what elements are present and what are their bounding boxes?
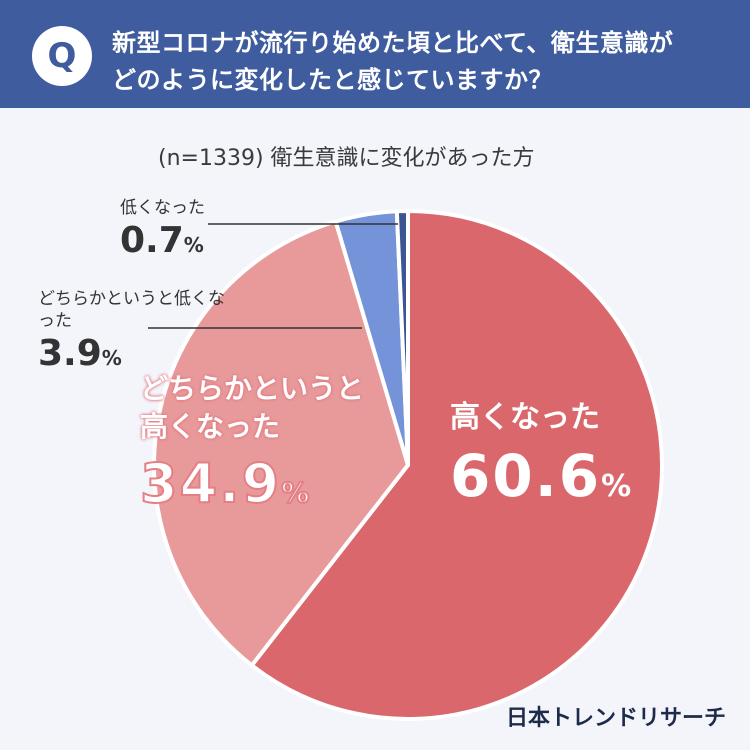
chart-subtitle: (n=1339) 衛生意識に変化があった方 — [158, 146, 535, 171]
slice-label-low-name: 低くなった — [120, 198, 205, 218]
slice-label-high-value: 60.6 — [450, 442, 602, 510]
question-text-line-1: 新型コロナが流行り始めた頃と比べて、衛生意識が — [112, 29, 674, 57]
slice-label-high-name: 高くなった — [450, 400, 600, 435]
slice-label-somewhat-high-name: どちらかというと高くなった — [140, 372, 365, 443]
brand-logo-text: 日本トレンドリサーチ — [505, 706, 726, 731]
slice-label-somewhat-high-value: 34.9 — [139, 451, 282, 516]
leader-lines — [148, 223, 398, 329]
pie-slices — [152, 209, 664, 721]
slice-label-somewhat-low-unit: % — [101, 346, 122, 370]
question-header: Q 新型コロナが流行り始めた頃と比べて、衛生意識が どのように変化したと感じてい… — [0, 0, 750, 108]
slice-somewhat-high — [152, 219, 410, 668]
slice-label-somewhat-low: どちらかというと低くなった 3.9% — [38, 288, 238, 376]
slice-label-high: 高くなった 60.6% — [450, 398, 631, 514]
slice-label-low-value: 0.7 — [120, 220, 184, 261]
slice-label-low: 低くなった 0.7% — [120, 197, 205, 263]
slice-high — [249, 209, 664, 721]
question-text-line-2: どのように変化したと感じていますか？ — [112, 66, 553, 94]
slice-label-low-unit: % — [183, 233, 204, 257]
slice-label-somewhat-high: どちらかというと高くなった 34.9% — [139, 370, 380, 522]
slice-low — [394, 209, 410, 467]
slice-label-high-unit: % — [601, 469, 632, 504]
slice-label-somewhat-low-value: 3.9 — [38, 333, 102, 374]
slice-label-somewhat-low-name: どちらかというと低くなった — [38, 289, 225, 331]
question-badge-icon: Q — [32, 26, 92, 86]
slice-label-somewhat-high-unit: % — [280, 475, 310, 510]
